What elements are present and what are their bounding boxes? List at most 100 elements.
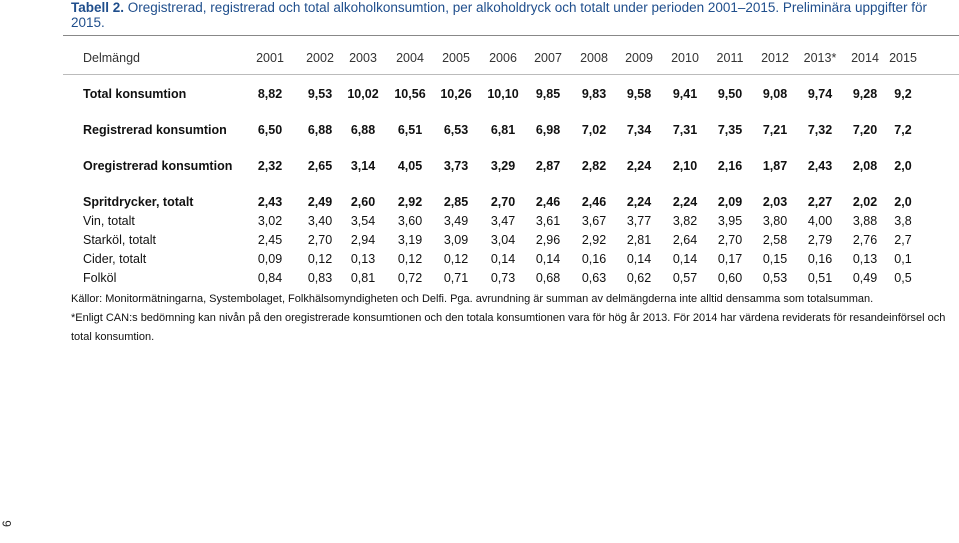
table-header xyxy=(63,36,959,75)
table-cell: 3,61 xyxy=(535,214,561,228)
footnote-line-2: total konsumtion. xyxy=(71,331,155,343)
header-year: 2015 xyxy=(889,51,917,65)
table-cell: 2,92 xyxy=(397,195,423,209)
table-cell: 3,8 xyxy=(894,214,912,228)
table-cell: 0,1 xyxy=(894,252,912,266)
table-cell: 2,70 xyxy=(717,233,743,247)
table-cell: 0,16 xyxy=(807,252,833,266)
table-cell: 0,71 xyxy=(443,271,469,285)
row-label: Total konsumtion xyxy=(83,87,187,101)
table-cell: 6,50 xyxy=(257,123,283,137)
row-label: Registrerad konsumtion xyxy=(83,123,227,137)
table-cell: 4,00 xyxy=(807,214,833,228)
table-cell: 2,76 xyxy=(852,233,878,247)
table-cell: 0,68 xyxy=(535,271,561,285)
table-cell: 7,32 xyxy=(807,123,833,137)
table-cell: 0,73 xyxy=(490,271,516,285)
header-year: 2006 xyxy=(489,51,517,65)
table-cell: 2,46 xyxy=(535,195,561,209)
table-cell: 0,62 xyxy=(626,271,652,285)
table-cell: 2,16 xyxy=(717,159,743,173)
table-cell: 2,24 xyxy=(626,159,652,173)
table-cell: 2,87 xyxy=(535,159,561,173)
table-cell: 2,08 xyxy=(852,159,878,173)
row-label: Oregistrerad konsumtion xyxy=(83,159,233,173)
table-cell: 9,83 xyxy=(581,87,607,101)
table-cell: 3,49 xyxy=(443,214,469,228)
table-cell: 2,81 xyxy=(626,233,652,247)
table-cell: 10,56 xyxy=(394,87,426,101)
table-cell: 6,51 xyxy=(397,123,423,137)
table-cell: 7,34 xyxy=(626,123,652,137)
table-cell: 0,57 xyxy=(672,271,698,285)
table-cell: 6,98 xyxy=(535,123,561,137)
table-cell: 9,74 xyxy=(807,87,833,101)
row-label: Vin, totalt xyxy=(83,214,135,228)
footnote-line-1: *Enligt CAN:s bedömning kan nivån på den… xyxy=(71,312,946,324)
header-year: 2002 xyxy=(306,51,334,65)
data-table: Delmängd 2001 2002 2003 2004 2005 2006 2007 2008… xyxy=(63,35,959,289)
table-cell: 2,79 xyxy=(807,233,833,247)
table-cell: 2,85 xyxy=(443,195,469,209)
table-cell: 2,03 xyxy=(762,195,788,209)
table-caption: Tabell 2. Oregistrerad, registrerad och … xyxy=(71,0,951,30)
table-cell: 0,13 xyxy=(350,252,376,266)
caption-label: Tabell 2. xyxy=(71,0,125,15)
table-cell: 3,80 xyxy=(762,214,788,228)
table-cell: 2,45 xyxy=(257,233,283,247)
table-cell: 0,14 xyxy=(490,252,516,266)
header-year: 2011 xyxy=(716,51,744,65)
header-year: 2012 xyxy=(761,51,789,65)
table-cell: 0,14 xyxy=(626,252,652,266)
table-cell: 2,92 xyxy=(581,233,607,247)
table-cell: 3,04 xyxy=(490,233,516,247)
table-cell: 0,14 xyxy=(672,252,698,266)
caption-text: Oregistrerad, registrerad och total alko… xyxy=(71,0,927,30)
table-cell: 3,09 xyxy=(443,233,469,247)
header-year: 2003 xyxy=(349,51,377,65)
table-cell: 7,21 xyxy=(762,123,788,137)
table-cell: 0,83 xyxy=(307,271,333,285)
table-cell: 6,53 xyxy=(443,123,469,137)
table-cell: 2,49 xyxy=(307,195,333,209)
table-cell: 3,73 xyxy=(443,159,469,173)
table-cell: 7,20 xyxy=(852,123,878,137)
table-cell: 10,26 xyxy=(440,87,472,101)
table-cell: 9,50 xyxy=(717,87,743,101)
table-cell: 0,12 xyxy=(443,252,469,266)
header-year: 2009 xyxy=(625,51,653,65)
table-notes: Källor: Monitormätningarna, Systembolage… xyxy=(71,290,956,347)
table-cell: 0,60 xyxy=(717,271,743,285)
table-cell: 0,53 xyxy=(762,271,788,285)
header-year: 2001 xyxy=(256,51,284,65)
table-cell: 2,0 xyxy=(894,159,912,173)
table-cell: 7,02 xyxy=(581,123,607,137)
table-cell: 4,05 xyxy=(397,159,423,173)
table-cell: 9,53 xyxy=(307,87,333,101)
table-cell: 9,2 xyxy=(894,87,912,101)
table-cell: 2,60 xyxy=(350,195,376,209)
table-cell: 2,43 xyxy=(257,195,283,209)
row-label: Folköl xyxy=(83,271,117,285)
table-cell: 6,88 xyxy=(307,123,333,137)
page-number: 6 xyxy=(0,520,14,527)
row-label: Starköl, totalt xyxy=(83,233,156,247)
table-cell: 1,87 xyxy=(762,159,788,173)
table-cell: 3,29 xyxy=(490,159,516,173)
table-cell: 2,02 xyxy=(852,195,878,209)
table-cell: 3,40 xyxy=(307,214,333,228)
table-cell: 2,09 xyxy=(717,195,743,209)
table-cell: 2,82 xyxy=(581,159,607,173)
header-year: 2008 xyxy=(580,51,608,65)
table-cell: 3,54 xyxy=(350,214,376,228)
table-cell: 8,82 xyxy=(257,87,283,101)
header-year: 2013* xyxy=(803,51,837,65)
table-cell: 0,63 xyxy=(581,271,607,285)
table-cell: 2,94 xyxy=(350,233,376,247)
table-cell: 3,82 xyxy=(672,214,698,228)
table-cell: 3,67 xyxy=(581,214,607,228)
table-cell: 3,14 xyxy=(350,159,376,173)
table-cell: 2,10 xyxy=(672,159,698,173)
table-cell: 0,5 xyxy=(894,271,912,285)
row-label: Spritdrycker, totalt xyxy=(83,195,194,209)
